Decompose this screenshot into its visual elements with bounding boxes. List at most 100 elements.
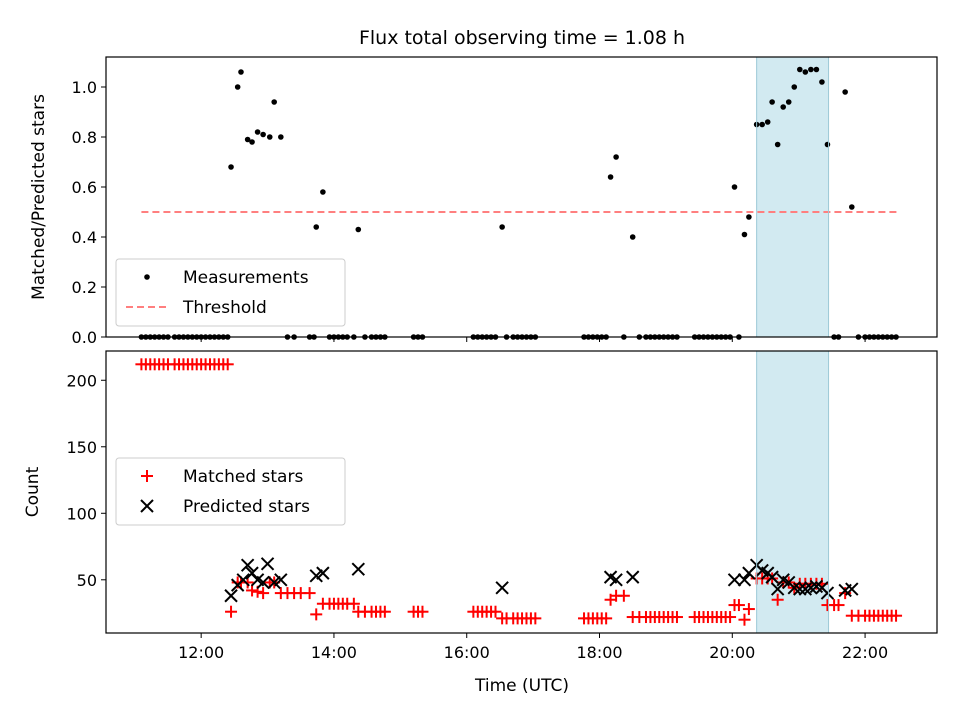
measurement-point (746, 214, 752, 220)
matched-star-point (617, 589, 630, 602)
measurement-point (254, 129, 261, 135)
top-y-tick-label: 0.6 (72, 178, 97, 197)
bottom-panel: 50 100 150 200 12:00 14:00 16:00 18:00 20:00 22:0… (23, 350, 938, 696)
top-panel: 0.0 0.2 0.4 0.6 0.8 1.0 Matched/Predicted sta… (29, 56, 938, 347)
chart-title: Flux total observing time = 1.08 h (359, 27, 685, 49)
measurement-point (244, 136, 251, 143)
top-y-tick-label: 0.0 (72, 328, 97, 347)
top-y-tick-label: 0.8 (72, 128, 97, 147)
predicted-star-point (351, 562, 365, 576)
predicted-star-point (224, 589, 238, 603)
measurement-point (774, 141, 781, 148)
measurement-point (764, 119, 771, 125)
predicted-star-point (236, 573, 250, 587)
matched-star-point (225, 605, 238, 618)
matched-star-point (347, 597, 360, 610)
legend-predicted-label: Predicted stars (183, 497, 310, 517)
measurement-point (780, 104, 786, 110)
legend-threshold-label: Threshold (182, 298, 267, 318)
top-y-tick-label: 1.0 (72, 78, 97, 97)
measurement-point (769, 99, 775, 105)
matched-star-point (416, 605, 429, 618)
bottom-y-axis-label: Count (23, 466, 43, 517)
bottom-legend-box (115, 457, 346, 526)
matched-star-point (489, 605, 502, 618)
predicted-star-point (260, 557, 275, 571)
matched-star-point (529, 612, 542, 625)
predicted-star-point (765, 570, 779, 584)
predicted-star-point (316, 566, 330, 580)
count-points (135, 358, 903, 626)
measurement-point (607, 174, 614, 180)
measurement-point (819, 79, 825, 85)
matched-star-point (724, 611, 737, 624)
matched-star-point (600, 612, 613, 625)
measurement-point (313, 224, 320, 230)
matched-star-point (303, 587, 316, 600)
top-highlight-span (756, 57, 829, 337)
predicted-star-point (625, 570, 640, 584)
measurement-point (271, 99, 277, 105)
measurement-point (629, 234, 636, 240)
measurement-point (499, 224, 505, 230)
top-y-axis-label: Matched/Predicted stars (29, 94, 49, 300)
bottom-y-tick-label: 100 (66, 504, 97, 523)
predicted-star-point (845, 582, 859, 596)
x-axis-label: Time (UTC) (474, 676, 569, 696)
legend-measurements-label: Measurements (183, 268, 309, 288)
top-legend-box (115, 258, 346, 327)
measurement-point (228, 164, 234, 170)
predicted-star-point (737, 573, 752, 587)
predicted-star-point (274, 573, 288, 587)
matched-star-point (732, 599, 745, 612)
predicted-star-point (609, 573, 623, 587)
measurement-point (234, 84, 241, 90)
x-tick-label: 18:00 (576, 643, 622, 662)
legend-predicted-marker (140, 499, 154, 513)
legend-measurements-marker (144, 274, 150, 280)
matched-star-point (378, 605, 391, 618)
predicted-star-point (793, 582, 807, 596)
matched-star-point (246, 584, 259, 597)
matched-star-point (742, 603, 755, 616)
measurement-point (848, 204, 855, 210)
legend-matched-marker (141, 470, 153, 482)
matched-star-point (890, 609, 903, 622)
measurement-point (355, 226, 362, 233)
top-y-tick-label: 0.2 (72, 278, 97, 297)
measurement-point (842, 89, 848, 95)
predicted-star-point (240, 558, 255, 572)
matched-star-point (257, 587, 270, 600)
x-tick-label: 14:00 (311, 643, 357, 662)
measurement-point (824, 141, 831, 148)
measurement-point (320, 189, 326, 195)
legend-matched-label: Matched stars (183, 467, 303, 487)
matched-star-point (832, 599, 845, 612)
measurement-point (808, 66, 814, 73)
measurement-point (249, 139, 255, 145)
matched-star-point (310, 608, 323, 621)
x-tick-label: 12:00 (178, 643, 224, 662)
matched-star-point (839, 587, 852, 600)
bottom-y-tick-label: 200 (66, 371, 97, 390)
matched-star-point (670, 611, 683, 624)
matched-star-point (771, 593, 784, 606)
matched-star-point (738, 613, 751, 626)
measurement-point (796, 66, 803, 73)
measurement-point (791, 84, 798, 90)
top-legend: Measurements Threshold (115, 258, 346, 327)
top-axes: 0.0 0.2 0.4 0.6 0.8 1.0 (72, 56, 938, 347)
measurement-point (759, 121, 765, 128)
measurement-point (238, 69, 244, 75)
x-tick-label: 20:00 (709, 643, 755, 662)
bottom-plot-frame (105, 350, 938, 634)
measurement-point (785, 99, 792, 105)
matched-star-point (221, 358, 234, 371)
measurement-point (260, 131, 266, 138)
top-y-tick-label: 0.4 (72, 228, 97, 247)
x-tick-label: 22:00 (842, 643, 888, 662)
measurement-point (813, 66, 820, 73)
measurement-point (802, 69, 809, 75)
predicted-star-point (256, 575, 270, 590)
